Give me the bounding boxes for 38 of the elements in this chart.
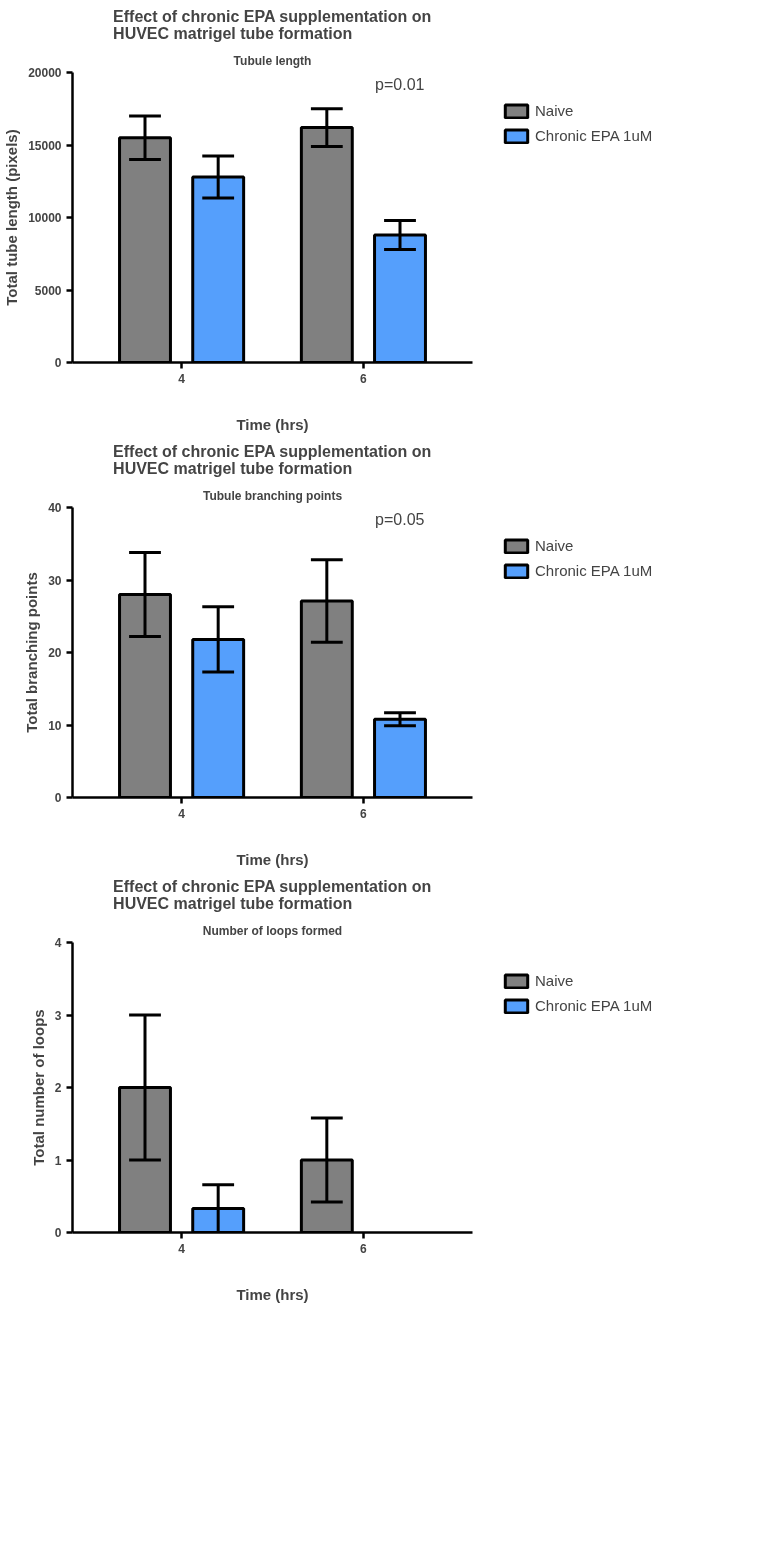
chart-title: Effect of chronic EPA supplementation on HUVEC matrigel tube formation <box>113 877 432 912</box>
y-tick-label: 0 <box>54 356 62 370</box>
chart-title: Effect of chronic EPA supplementation on HUVEC matrigel tube formation <box>113 442 432 477</box>
x-axis-title: Time (hrs) <box>236 415 309 433</box>
y-tick-label: 0 <box>54 791 62 805</box>
x-tick-label: 6 <box>360 806 368 821</box>
x-tick-label: 6 <box>360 1241 368 1256</box>
chart-subtitle: Tubule length <box>233 53 312 68</box>
x-axis-title: Time (hrs) <box>236 850 309 868</box>
y-axis-title: Total tube length (pixels) <box>3 129 21 306</box>
y-axis-title: Total branching points <box>23 572 41 733</box>
legend-label: Naive <box>535 537 574 554</box>
y-tick-label: 0 <box>54 1226 62 1240</box>
legend-label: Chronic EPA 1uM <box>535 997 653 1014</box>
y-tick-label: 10000 <box>28 211 62 225</box>
y-tick-label: 3 <box>54 1008 62 1023</box>
x-axis-title: Time (hrs) <box>236 1285 309 1303</box>
chart-subtitle: Number of loops formed <box>202 923 343 938</box>
chart-title: Effect of chronic EPA supplementation on HUVEC matrigel tube formation <box>113 7 432 42</box>
x-tick-label: 6 <box>360 371 368 386</box>
annotation: p=0.05 <box>375 510 425 528</box>
y-tick-label: 1 <box>54 1153 62 1168</box>
y-axis-title: Total number of loops <box>29 1009 47 1166</box>
legend-label: Naive <box>535 102 574 119</box>
y-tick-label: 10 <box>48 718 62 733</box>
y-tick-label: 30 <box>48 573 62 588</box>
y-tick-label: 15000 <box>28 138 62 153</box>
y-tick-label: 40 <box>48 501 62 515</box>
legend-label: Chronic EPA 1uM <box>535 562 653 579</box>
legend-label: Chronic EPA 1uM <box>535 127 653 144</box>
y-tick-label: 20000 <box>28 66 62 80</box>
chart-subtitle: Tubule branching points <box>202 488 343 503</box>
y-tick-label: 20 <box>48 646 62 660</box>
annotation: p=0.01 <box>375 75 425 93</box>
legend-label: Naive <box>535 972 574 989</box>
y-tick-label: 5000 <box>34 283 62 298</box>
y-tick-label: 4 <box>54 936 62 950</box>
y-tick-label: 2 <box>54 1081 62 1095</box>
